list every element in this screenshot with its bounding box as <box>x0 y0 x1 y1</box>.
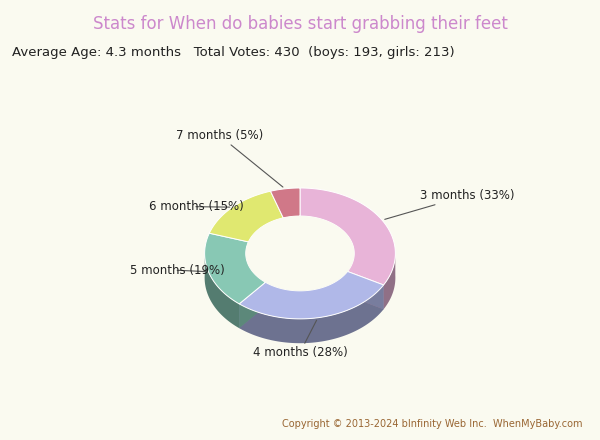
Text: Stats for When do babies start grabbing their feet: Stats for When do babies start grabbing … <box>92 15 508 33</box>
Polygon shape <box>347 271 383 309</box>
Polygon shape <box>246 240 354 315</box>
Polygon shape <box>246 216 354 291</box>
Polygon shape <box>239 271 383 319</box>
Text: 6 months (15%): 6 months (15%) <box>149 200 243 213</box>
Text: 7 months (5%): 7 months (5%) <box>176 129 283 187</box>
Text: Average Age: 4.3 months   Total Votes: 430  (boys: 193, girls: 213): Average Age: 4.3 months Total Votes: 430… <box>12 46 455 59</box>
Text: Copyright © 2013-2024 bInfinity Web Inc.  WhenMyBaby.com: Copyright © 2013-2024 bInfinity Web Inc.… <box>281 419 582 429</box>
Text: 3 months (33%): 3 months (33%) <box>385 189 514 220</box>
Polygon shape <box>239 282 265 328</box>
Polygon shape <box>205 251 239 328</box>
Polygon shape <box>209 191 283 242</box>
Polygon shape <box>300 188 395 285</box>
Polygon shape <box>246 252 265 307</box>
Polygon shape <box>271 188 300 218</box>
Text: 4 months (28%): 4 months (28%) <box>253 320 347 359</box>
Polygon shape <box>239 282 265 328</box>
Polygon shape <box>347 271 383 309</box>
Polygon shape <box>205 233 265 304</box>
Text: 5 months (19%): 5 months (19%) <box>130 264 224 277</box>
Polygon shape <box>265 271 347 315</box>
Polygon shape <box>239 285 383 343</box>
Polygon shape <box>383 251 395 309</box>
Polygon shape <box>347 252 354 296</box>
